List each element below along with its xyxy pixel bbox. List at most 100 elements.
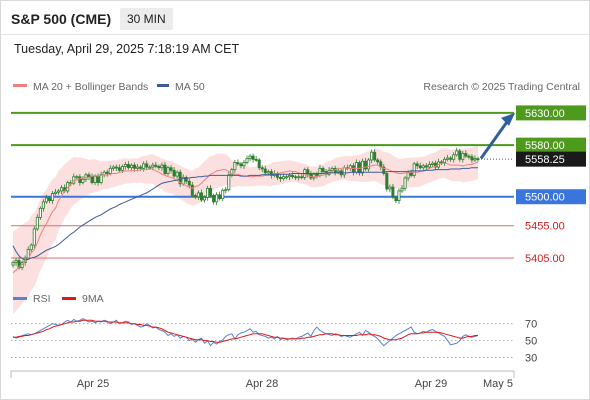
candle-body [224,189,228,192]
candle-body [44,197,48,203]
candle-body [96,175,100,183]
candle-body [120,166,124,171]
rsi-legend-label: RSI [33,293,51,305]
level-label-box [516,151,586,167]
candle-body [29,244,33,251]
candle-body [145,163,149,168]
candle-body [78,176,82,183]
candle-body [433,162,437,168]
rsi-panel: 70 50 30 [11,318,537,365]
candle-body [406,172,410,179]
rsi-tick-label: 70 [525,319,537,331]
ma50-legend-swatch [157,84,169,87]
candle-body [14,260,18,263]
candle-body [394,196,398,201]
ma50-legend-label: MA 50 [175,81,205,93]
candle-body [421,165,425,169]
instrument-title: S&P 500 (CME) [11,11,112,27]
candle-body [455,150,459,156]
candle-body [415,163,419,167]
candle-body [263,168,267,174]
candle-body [199,192,203,201]
credit-label: Research © 2025 Trading Central [423,81,580,93]
candle-body [123,164,127,167]
rsi-ma-legend-swatch [62,297,76,300]
candle-body [133,164,137,169]
candle-body [291,175,295,178]
timeframe-badge[interactable]: 30 MIN [120,8,173,30]
candle-body [315,173,319,176]
candle-body [449,157,453,160]
rsi-ma-line [13,319,478,343]
candle-body [239,163,243,167]
candle-body [136,166,140,169]
level-label-text: 5558.25 [525,154,565,166]
candle-body [357,162,361,174]
candle-body [11,262,15,266]
candle-body [233,162,237,171]
candle-body [373,151,377,161]
candle-body [126,164,130,169]
candle-body [57,190,61,193]
candle-body [254,158,258,161]
x-tick-label: Apr 28 [246,378,278,390]
candle-body [148,166,152,169]
candle-body [260,167,264,170]
candle-body [391,186,395,198]
candle-body [245,158,249,163]
candle-body [342,167,346,176]
candle-body [367,159,371,170]
candle-body [242,162,246,167]
candle-body [470,156,474,161]
candle-body [166,167,170,174]
candle-body [157,166,161,169]
candle-body [388,186,392,190]
level-label-text: 5405.00 [525,253,565,265]
candle-body [382,166,386,174]
candle-body [297,176,301,179]
candle-body [90,176,94,183]
candle-body [370,151,374,161]
candle-body [227,174,231,191]
candle-body [169,167,173,171]
candle-body [160,164,164,169]
candle-body [215,194,219,203]
candle-body [336,170,340,173]
rsi-tick-label: 50 [525,336,537,348]
candle-body [403,177,407,189]
candle-body [32,228,36,246]
candle-body [467,155,471,158]
candle-body [458,150,462,160]
candle-body [114,166,118,169]
forecast-arrow-shaft [479,121,509,160]
level-label-text: 5630.00 [525,108,565,120]
level-label-text: 5580.00 [525,140,565,152]
candle-body [430,162,434,165]
candle-body [47,197,51,201]
candle-body [196,192,200,198]
candle-body [294,176,298,179]
forecast-arrow-head [501,112,515,126]
candle-body [190,184,194,196]
candle-body [75,176,79,179]
candle-body [117,167,121,171]
rsi-legend-swatch [13,297,27,300]
candle-body [476,158,480,161]
candle-body [443,158,447,163]
candle-body [209,187,213,196]
candle-body [218,194,222,200]
level-label-box [516,189,586,205]
candle-body [221,189,225,200]
candle-body [321,167,325,172]
candle-body [105,171,109,174]
level-label-text: 5500.00 [525,192,565,204]
x-tick-label: Apr 29 [415,378,447,390]
candle-body [318,167,322,176]
candle-body [330,167,334,171]
candle-body [26,249,30,259]
x-tick-label: May 5 [483,378,513,390]
moving-averages [12,161,479,274]
candle-body [400,187,404,192]
candle-body [473,158,477,161]
